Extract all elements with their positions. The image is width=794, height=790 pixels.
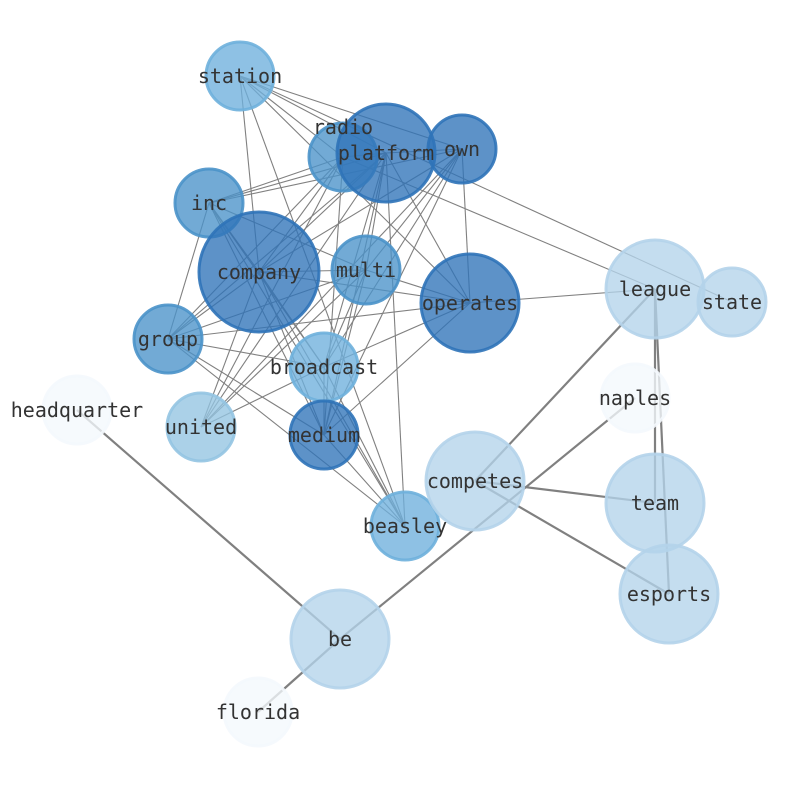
edge-platform-beasley: [385, 152, 406, 527]
node-circle: [426, 113, 498, 185]
node-label: inc: [191, 191, 227, 215]
node-circle: [599, 362, 671, 434]
node-label: station: [198, 64, 282, 88]
node-circle: [419, 252, 521, 354]
node-circle: [369, 490, 441, 562]
node-label: multi: [336, 258, 396, 282]
node-label: competes: [427, 469, 523, 493]
node-naples: [599, 362, 671, 434]
node-competes: [424, 430, 526, 532]
node-circle: [165, 391, 237, 463]
node-label: operates: [422, 291, 518, 315]
node-state: [696, 266, 768, 338]
nodes-layer: [41, 40, 768, 748]
node-circle: [222, 676, 294, 748]
node-label: group: [138, 327, 198, 351]
node-beasley: [369, 490, 441, 562]
node-group: [132, 303, 204, 375]
node-label: platform: [338, 141, 434, 165]
node-circle: [41, 374, 113, 446]
edge-multi-united: [200, 269, 367, 428]
node-florida: [222, 676, 294, 748]
node-label: company: [217, 260, 301, 284]
node-label: be: [328, 627, 352, 651]
node-medium: [288, 399, 360, 471]
node-circle: [696, 266, 768, 338]
node-label: united: [165, 415, 237, 439]
node-label: esports: [627, 582, 711, 606]
node-multi: [330, 234, 402, 306]
edge-station-beasley: [239, 75, 406, 527]
node-label: headquarter: [11, 398, 143, 422]
node-company: [197, 210, 321, 334]
node-own: [426, 113, 498, 185]
edge-headquarter-be: [76, 409, 341, 640]
edge-own-united: [200, 148, 463, 428]
node-label: team: [631, 491, 679, 515]
node-label: medium: [288, 423, 360, 447]
node-station: [204, 40, 276, 112]
node-label: radio: [313, 115, 373, 139]
node-circle: [618, 543, 720, 645]
node-label: beasley: [363, 514, 447, 538]
node-united: [165, 391, 237, 463]
node-label: league: [619, 277, 691, 301]
node-label: state: [702, 290, 762, 314]
edge-operates-group: [167, 302, 471, 340]
node-esports: [618, 543, 720, 645]
node-label: broadcast: [270, 355, 378, 379]
node-circle: [197, 210, 321, 334]
node-circle: [424, 430, 526, 532]
node-circle: [288, 399, 360, 471]
node-circle: [132, 303, 204, 375]
node-circle: [289, 588, 391, 690]
node-be: [289, 588, 391, 690]
node-label: florida: [216, 700, 300, 724]
node-circle: [204, 40, 276, 112]
node-headquarter: [41, 374, 113, 446]
node-circle: [330, 234, 402, 306]
node-operates: [419, 252, 521, 354]
edge-group-beasley: [167, 338, 406, 527]
node-label: own: [444, 137, 480, 161]
node-label: naples: [599, 386, 671, 410]
